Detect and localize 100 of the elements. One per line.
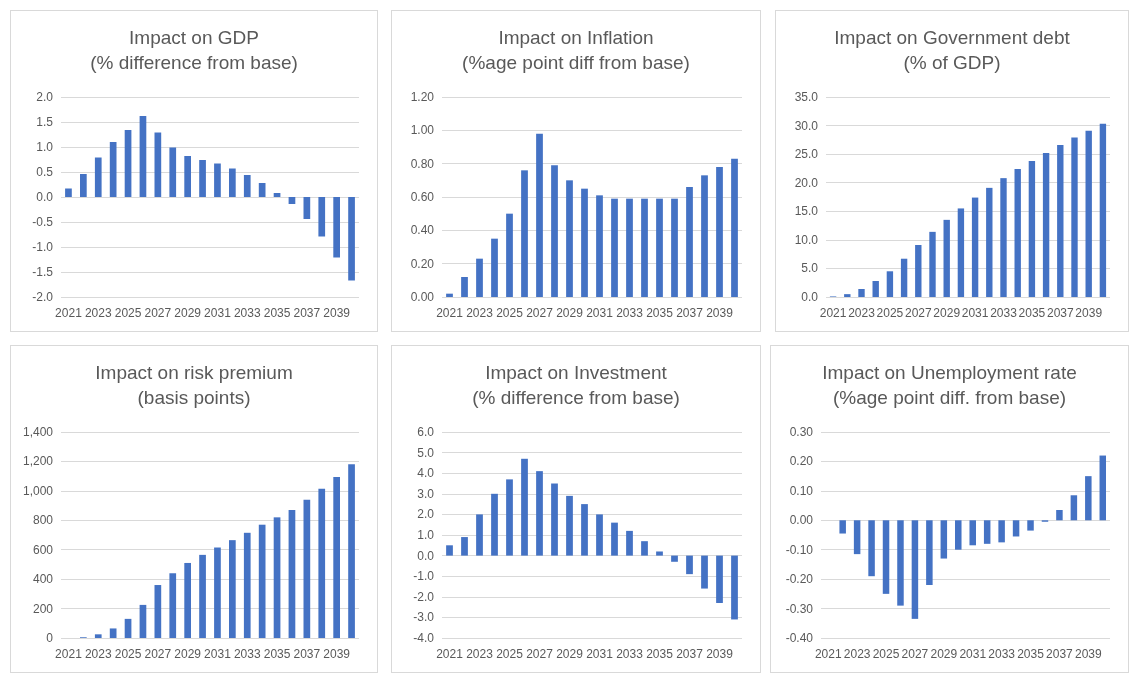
x-tick-label: 2035 xyxy=(1017,647,1045,661)
bar xyxy=(716,167,723,297)
x-tick-label: 2025 xyxy=(872,647,900,661)
bar xyxy=(1000,178,1007,297)
bar xyxy=(318,197,326,237)
bar xyxy=(258,524,266,638)
x-tick-label: 2037 xyxy=(1046,306,1074,320)
y-tick-label: 0.0 xyxy=(36,190,54,204)
y-tick-label: -2.0 xyxy=(413,589,435,604)
y-tick-label: 1,000 xyxy=(22,483,54,498)
x-tick-label: 2039 xyxy=(1075,306,1103,320)
bar xyxy=(491,238,498,297)
bar xyxy=(243,175,251,197)
bar xyxy=(243,532,251,638)
y-tick-label: 15.0 xyxy=(794,204,819,219)
chart-subtitle: (basis points) xyxy=(137,387,251,408)
bar xyxy=(109,142,117,197)
y-tick-label: 0.00 xyxy=(789,513,814,528)
y-tick-label: 800 xyxy=(32,513,54,528)
x-tick-label: 2023 xyxy=(848,306,876,320)
bar xyxy=(491,493,498,556)
bar xyxy=(656,198,663,297)
bar xyxy=(611,522,618,556)
bar xyxy=(1027,520,1034,531)
y-tick-label: 0.60 xyxy=(410,190,435,204)
x-tick-label: 2027 xyxy=(901,647,929,661)
bar xyxy=(446,545,453,556)
bar xyxy=(154,585,162,638)
y-tick-label: 0.30 xyxy=(789,425,814,439)
y-tick-label: 1.0 xyxy=(36,140,54,154)
x-tick-label: 2029 xyxy=(174,647,202,661)
y-tick-label: 0.80 xyxy=(410,156,435,171)
x-tick-label: 2035 xyxy=(1018,306,1046,320)
bar xyxy=(943,219,950,297)
bar xyxy=(199,554,206,638)
y-tick-label: -0.20 xyxy=(785,572,814,587)
bar xyxy=(476,258,483,297)
bar xyxy=(1085,130,1092,297)
x-tick-label: 2037 xyxy=(676,306,704,320)
x-tick-label: 2027 xyxy=(144,647,172,661)
bar xyxy=(839,520,846,534)
x-tick-label: 2027 xyxy=(526,306,554,320)
bar xyxy=(641,198,648,297)
bar xyxy=(641,541,648,556)
x-tick-label: 2029 xyxy=(556,647,584,661)
bar xyxy=(521,170,528,297)
bar xyxy=(94,634,102,638)
bar xyxy=(611,198,618,297)
bar xyxy=(858,289,865,297)
bar xyxy=(536,471,543,556)
x-tick-label: 2029 xyxy=(933,306,961,320)
bar xyxy=(348,197,355,281)
chart-title: Impact on GDP xyxy=(129,27,259,48)
bar xyxy=(957,208,965,297)
bar xyxy=(998,520,1005,543)
bar xyxy=(476,514,483,556)
x-tick-label: 2025 xyxy=(876,306,904,320)
bar xyxy=(461,537,468,556)
chart-subtitle: (% difference from base) xyxy=(90,52,298,73)
bar xyxy=(581,188,588,297)
bar xyxy=(886,271,894,297)
bar xyxy=(882,520,890,594)
y-tick-label: -3.0 xyxy=(413,610,435,625)
bar xyxy=(566,495,573,556)
chart-subtitle: (%age point diff. from base) xyxy=(832,387,1067,408)
bar xyxy=(1028,161,1036,297)
bar xyxy=(506,479,513,556)
bar xyxy=(124,130,132,197)
bar xyxy=(844,294,851,297)
x-tick-label: 2021 xyxy=(814,647,842,661)
x-tick-label: 2021 xyxy=(436,306,464,320)
x-tick-label: 2025 xyxy=(114,306,142,320)
bar xyxy=(926,520,933,586)
y-tick-label: 1,400 xyxy=(22,425,54,439)
y-tick-label: 0.20 xyxy=(410,256,435,271)
bar xyxy=(461,277,468,297)
x-tick-label: 2031 xyxy=(586,306,614,320)
y-tick-label: -4.0 xyxy=(413,631,435,645)
x-tick-label: 2027 xyxy=(526,647,554,661)
x-tick-label: 2023 xyxy=(466,647,494,661)
bar xyxy=(318,488,326,638)
bar xyxy=(656,551,663,556)
x-tick-label: 2023 xyxy=(84,647,112,661)
y-tick-label: 1.5 xyxy=(36,115,54,129)
bar xyxy=(333,197,340,258)
bar xyxy=(566,180,573,297)
bar xyxy=(940,520,948,559)
bar xyxy=(955,520,962,550)
bar xyxy=(1071,137,1078,297)
y-tick-label: 2.0 xyxy=(417,507,435,522)
bar xyxy=(288,509,296,638)
y-tick-label: 4.0 xyxy=(417,466,435,481)
y-tick-label: 5.0 xyxy=(417,445,435,460)
y-tick-label: 1.0 xyxy=(417,528,435,542)
y-tick-label: 0.20 xyxy=(789,454,814,469)
y-tick-label: 5.0 xyxy=(801,261,819,276)
x-tick-label: 2031 xyxy=(204,647,232,661)
bar xyxy=(80,174,87,197)
bar xyxy=(184,562,191,638)
x-tick-label: 2025 xyxy=(496,306,524,320)
